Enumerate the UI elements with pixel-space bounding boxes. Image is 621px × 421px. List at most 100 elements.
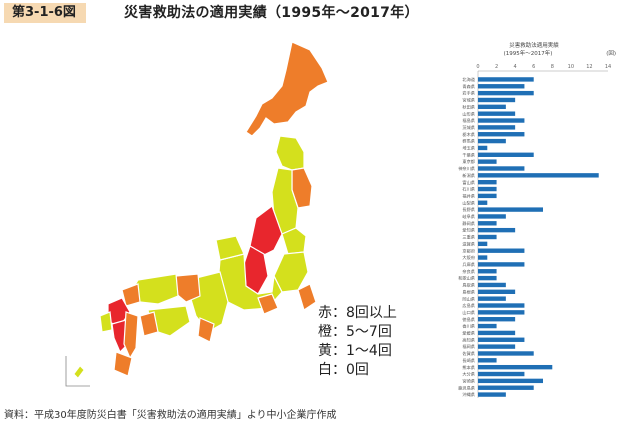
bar-45 [478,385,534,390]
map-region-oita-miyazaki [123,311,139,360]
chart-subtitle: (1995年〜2017年) [504,49,553,57]
bar-22 [478,227,516,233]
bar-21 [478,221,497,226]
category-label-12: 東京都 [462,158,475,165]
category-label-3: 宮城県 [462,97,475,104]
legend-item-red: 赤：8回以上 [318,305,397,321]
legend-item-orange: 橙：5〜7回 [318,324,392,340]
category-label-46: 沖縄県 [462,391,475,398]
chart-unit: (回) [606,50,616,57]
bar-36 [478,323,497,329]
category-label-41: 長崎県 [462,357,475,364]
category-label-9: 群馬県 [462,138,475,145]
bar-12 [478,159,497,164]
x-tick-label-7: 14 [605,64,611,70]
category-label-35: 徳島県 [462,316,475,323]
bar-19 [478,207,543,212]
category-label-29: 和歌山県 [458,275,475,282]
bar-41 [478,358,497,363]
bar-1 [478,84,525,89]
bar-33 [478,303,525,308]
legend-item-yellow: 黄：1〜4回 [318,343,392,359]
chart-title: 災害救助法適用実績 [509,41,559,49]
category-label-25: 京都府 [462,247,475,254]
category-label-17: 福井県 [462,192,475,199]
bar-8 [478,132,525,137]
legend-item-white: 白：0回 [318,362,369,378]
category-label-14: 新潟県 [462,172,475,179]
map-okinawa-inset-frame [65,356,90,387]
category-label-11: 千葉県 [462,151,475,158]
x-tick-label-0: 0 [476,64,479,70]
bar-17 [478,193,497,199]
category-label-18: 山梨県 [462,199,475,206]
bar-20 [478,214,506,219]
map-region-chiba [297,283,317,311]
bar-2 [478,90,534,96]
category-label-32: 岡山県 [462,295,475,302]
x-tick-label-1: 2 [495,64,498,70]
category-label-20: 岐阜県 [462,213,475,220]
bar-37 [478,330,516,336]
x-tick-label-6: 12 [586,64,592,70]
category-label-13: 神奈川県 [458,165,475,172]
category-label-42: 熊本県 [462,364,475,371]
japan-prefecture-map [65,41,329,387]
category-label-33: 広島県 [462,302,475,309]
category-label-37: 愛媛県 [462,330,475,337]
bar-3 [478,97,516,103]
category-label-30: 鳥取県 [462,282,475,289]
bar-28 [478,269,497,274]
category-label-27: 兵庫県 [462,261,475,268]
category-label-40: 佐賀県 [462,350,475,357]
bar-10 [478,145,488,151]
x-tick-label-3: 6 [532,64,535,70]
x-tick-label-4: 8 [551,64,554,70]
category-label-2: 岩手県 [462,90,475,97]
category-label-36: 香川県 [462,323,475,330]
bar-31 [478,289,516,295]
category-label-4: 秋田県 [462,103,475,110]
category-label-43: 大分県 [462,371,475,378]
category-label-39: 福岡県 [462,343,475,350]
bar-16 [478,186,497,192]
bar-27 [478,262,525,267]
bar-6 [478,118,525,123]
bar-9 [478,138,506,144]
bar-40 [478,351,534,356]
bar-18 [478,200,488,205]
category-label-7: 茨城県 [462,124,475,131]
bar-43 [478,371,525,377]
category-label-38: 高知県 [462,336,475,343]
bar-29 [478,275,497,281]
source-note: 資料：平成30年度防災白書「災害救助法の適用実績」より中小企業庁作成 [4,410,337,421]
prefecture-bar-chart: 災害救助法適用実績(1995年〜2017年) (回) 0 2 4 6 8 10 12 14 北海道青… [458,41,616,398]
category-label-0: 北海道 [462,76,475,83]
map-region-fukushima [281,227,307,255]
category-label-23: 三重県 [462,234,475,241]
map-region-kyoto-hyogo [173,273,201,303]
category-label-15: 富山県 [462,179,475,186]
map-region-wakayama [197,317,215,343]
bar-44 [478,378,543,384]
category-label-28: 奈良県 [462,268,475,275]
category-label-44: 宮崎県 [462,377,475,384]
category-label-5: 山形県 [462,110,475,117]
x-tick-label-2: 4 [514,64,517,70]
bar-14 [478,173,599,178]
category-label-19: 長野県 [462,206,475,213]
map-region-kagoshima [113,351,133,377]
bar-32 [478,296,506,301]
category-label-34: 山口県 [462,309,475,316]
bar-38 [478,337,525,342]
bar-24 [478,241,488,247]
category-label-16: 石川県 [462,187,475,193]
bar-46 [478,392,506,397]
bar-26 [478,255,488,260]
bar-25 [478,248,525,253]
map-region-shizuoka [257,293,279,315]
bar-13 [478,166,525,171]
bar-0 [478,77,534,82]
bar-39 [478,344,516,349]
category-label-26: 大阪府 [462,254,475,261]
